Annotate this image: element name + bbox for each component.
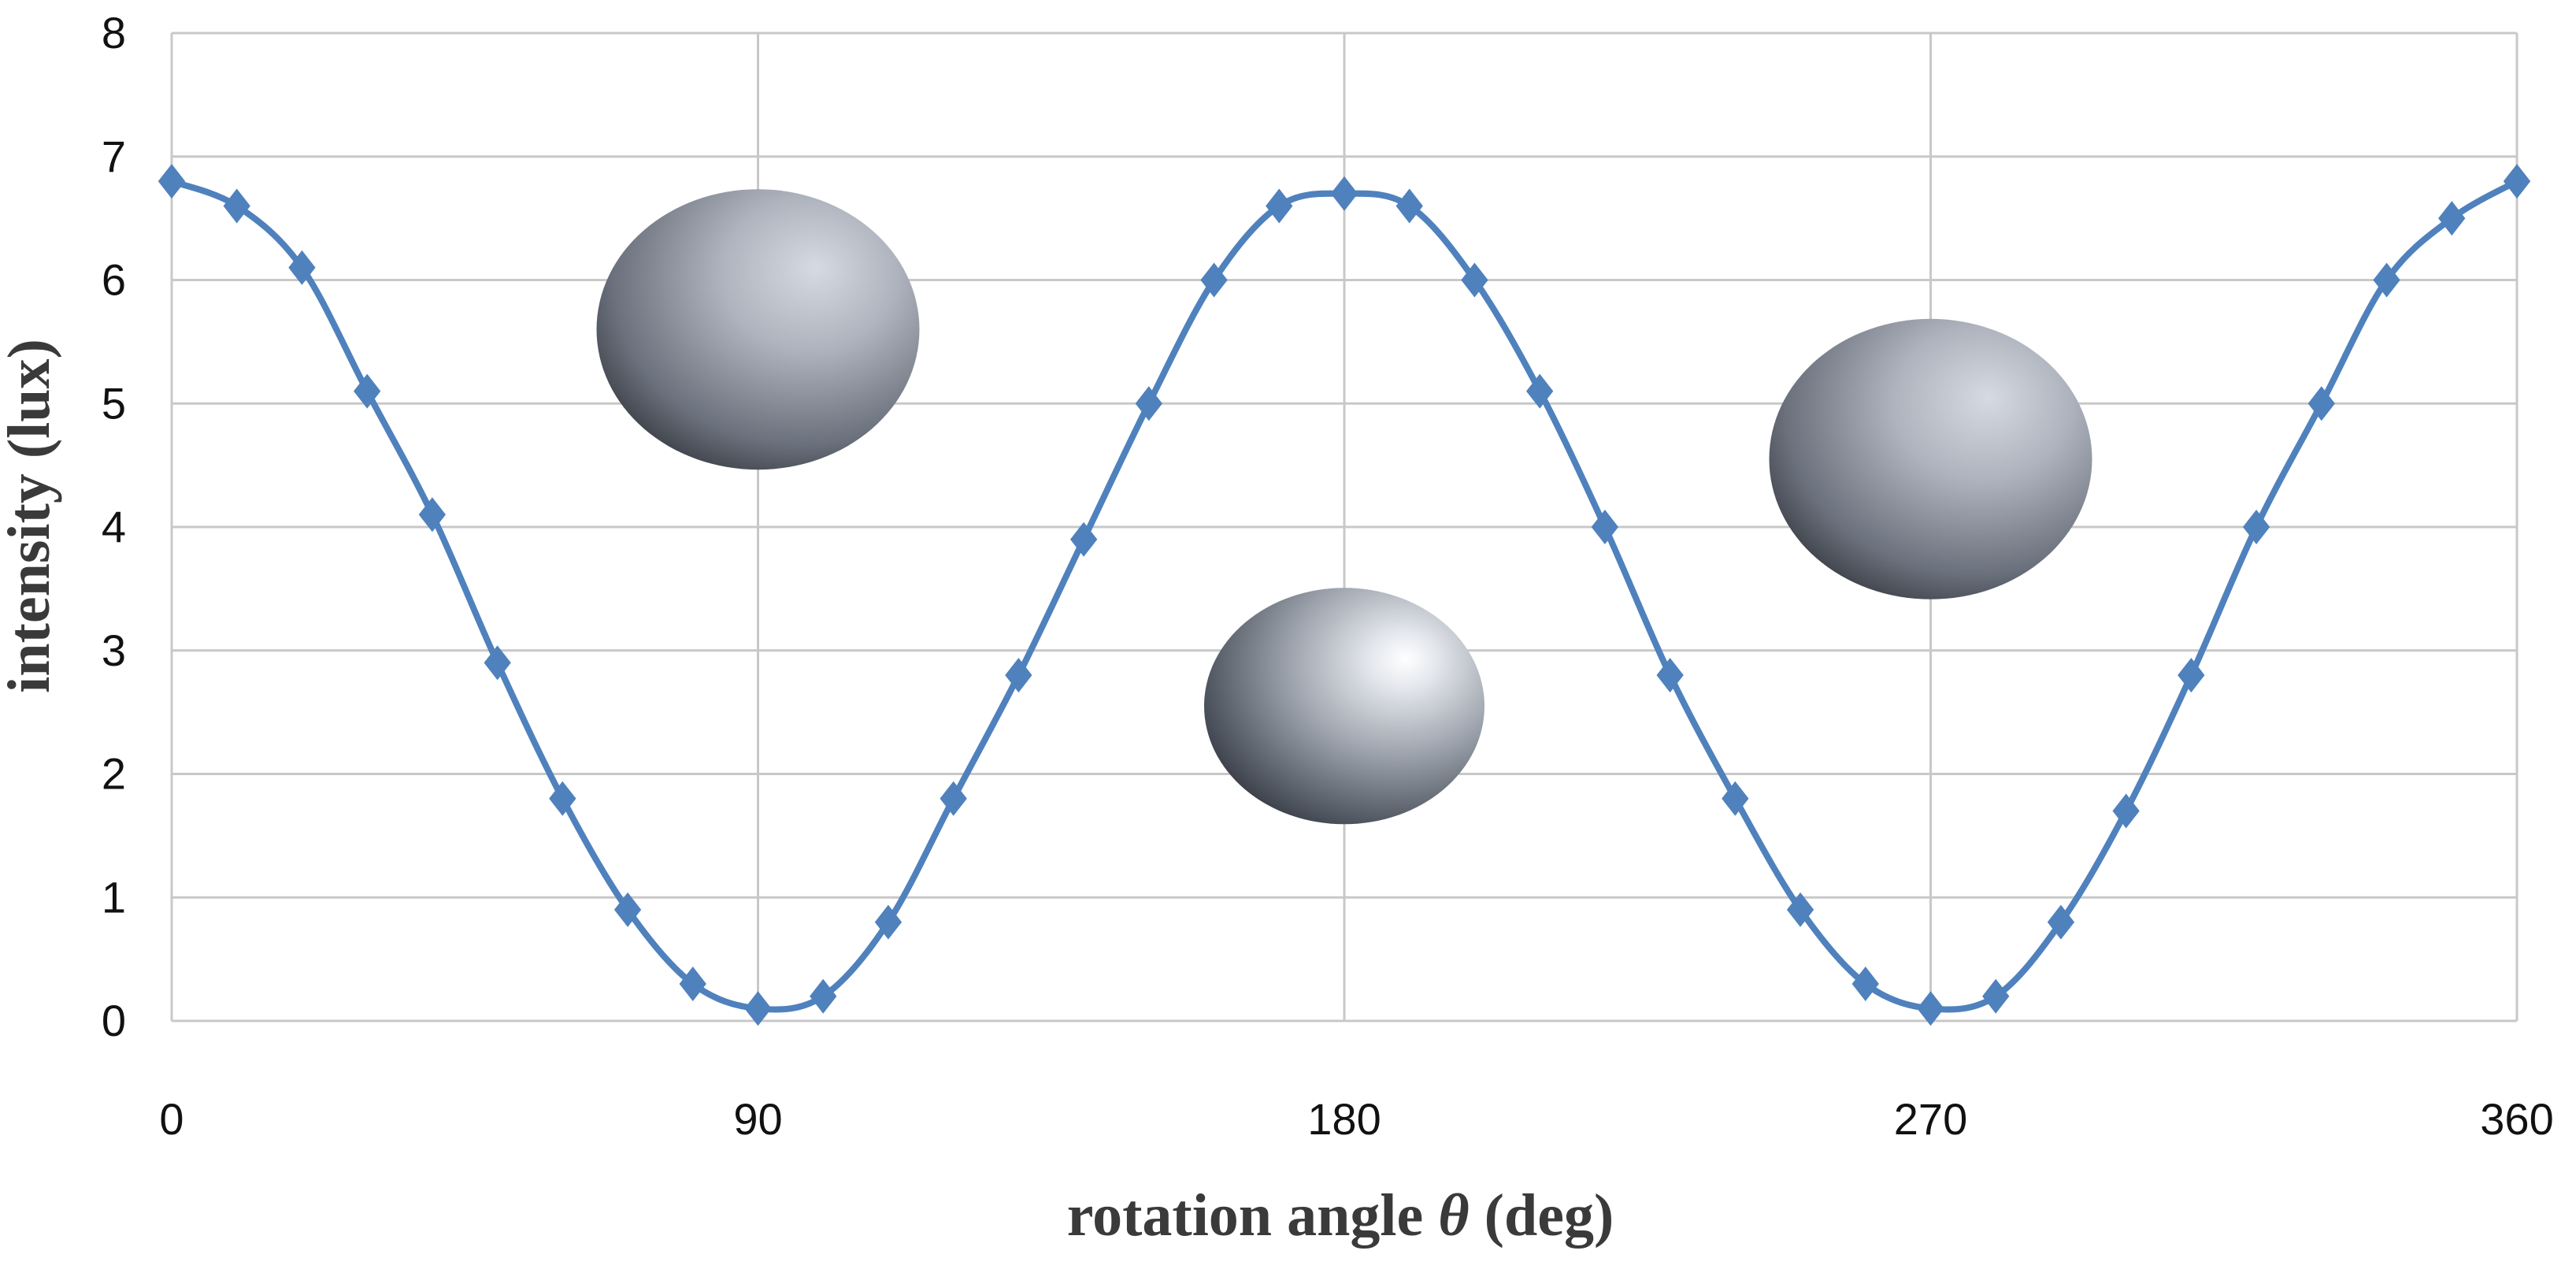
data-point-marker bbox=[1526, 373, 1554, 409]
data-point-marker bbox=[1722, 781, 1749, 816]
y-axis-title: intensity (lux) bbox=[0, 339, 62, 693]
data-point-marker bbox=[2373, 262, 2400, 298]
series-layer bbox=[158, 164, 2531, 1026]
data-point-marker bbox=[223, 188, 250, 224]
x-tick-label: 0 bbox=[159, 1094, 183, 1144]
data-point-marker bbox=[1330, 176, 1358, 211]
data-point-marker bbox=[1395, 188, 1423, 224]
data-point-marker bbox=[1461, 262, 1488, 298]
y-tick-label: 1 bbox=[102, 872, 126, 922]
y-tick-label: 0 bbox=[102, 996, 126, 1045]
data-point-marker bbox=[549, 781, 576, 816]
data-point-marker bbox=[1266, 188, 1293, 224]
y-tick-label: 5 bbox=[102, 378, 126, 428]
data-point-marker bbox=[2438, 201, 2466, 236]
data-point-marker bbox=[1917, 991, 1944, 1026]
data-point-marker bbox=[2503, 164, 2531, 199]
data-point-marker bbox=[1851, 967, 1879, 1001]
y-tick-label: 4 bbox=[102, 502, 126, 551]
y-tick-label: 7 bbox=[102, 132, 126, 181]
data-point-marker bbox=[744, 991, 772, 1026]
particle-shape-sphere-icon bbox=[1204, 588, 1484, 825]
data-point-marker bbox=[1656, 658, 1684, 693]
x-tick-label: 180 bbox=[1307, 1094, 1381, 1144]
y-tick-label: 6 bbox=[102, 255, 126, 305]
data-point-marker bbox=[2243, 510, 2270, 544]
particle-insets bbox=[596, 189, 2092, 825]
data-point-marker bbox=[679, 967, 706, 1001]
data-point-marker bbox=[418, 497, 446, 533]
x-axis-title-unit: (deg) bbox=[1484, 1182, 1614, 1249]
data-point-marker bbox=[810, 978, 837, 1014]
y-tick-label: 3 bbox=[102, 625, 126, 675]
data-point-marker bbox=[1005, 658, 1032, 693]
x-tick-label: 270 bbox=[1894, 1094, 1967, 1144]
data-point-marker bbox=[1135, 386, 1162, 421]
data-point-marker bbox=[874, 904, 903, 940]
x-axis-title: rotation angle θ (deg) bbox=[1067, 1182, 1614, 1249]
data-point-marker bbox=[1200, 262, 1228, 298]
y-tick-label: 8 bbox=[102, 8, 126, 58]
data-point-marker bbox=[2047, 904, 2075, 940]
data-point-marker bbox=[2112, 793, 2140, 829]
data-point-marker bbox=[354, 373, 381, 409]
data-point-marker bbox=[613, 892, 642, 927]
data-point-marker bbox=[2178, 658, 2205, 693]
particle-shape-vertical-icon bbox=[1769, 318, 2092, 599]
data-point-marker bbox=[288, 250, 316, 285]
y-tick-label: 2 bbox=[102, 749, 126, 799]
data-point-marker bbox=[1786, 892, 1814, 927]
x-tick-label: 90 bbox=[733, 1094, 782, 1144]
data-point-marker bbox=[158, 164, 186, 199]
data-point-marker bbox=[2307, 386, 2335, 421]
x-tick-label: 360 bbox=[2480, 1094, 2553, 1144]
data-point-marker bbox=[1982, 978, 2010, 1014]
x-axis-title-symbol: θ bbox=[1438, 1182, 1469, 1249]
data-point-marker bbox=[940, 781, 967, 816]
data-point-marker bbox=[484, 645, 511, 681]
tick-labels: 0 1 2 3 4 5 6 7 8 0 90 180 270 360 bbox=[102, 8, 2554, 1144]
data-point-marker bbox=[1591, 510, 1618, 544]
data-point-marker bbox=[1070, 521, 1098, 557]
x-axis-title-text: rotation angle bbox=[1067, 1182, 1423, 1249]
particle-shape-horizontal-icon bbox=[596, 189, 920, 470]
